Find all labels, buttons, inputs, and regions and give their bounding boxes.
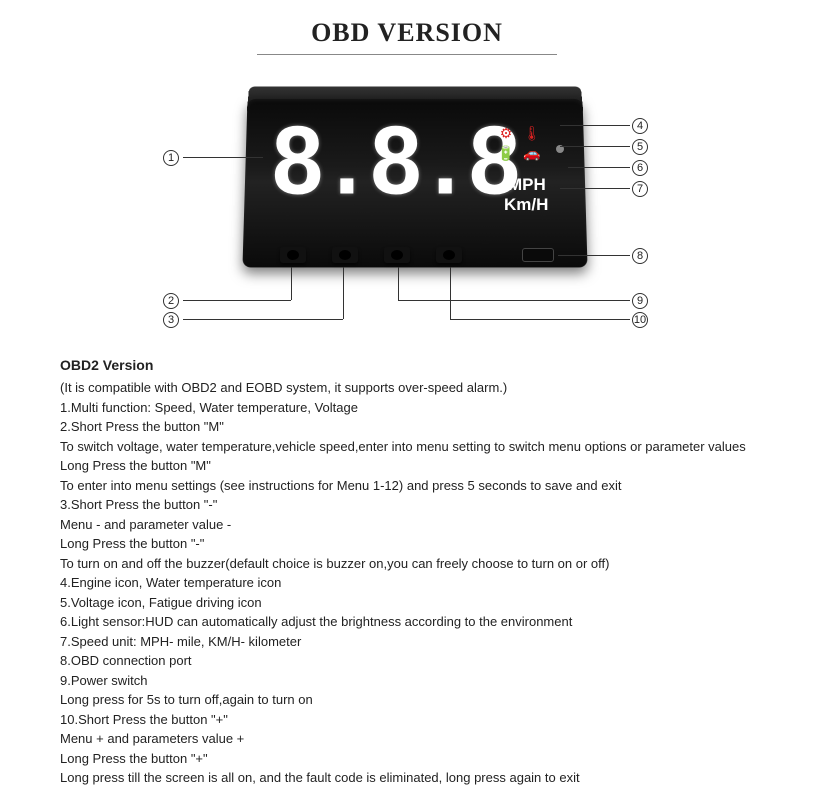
obd-port: [522, 248, 554, 262]
diagram-area: 8.8.8 ⚙ 🌡 🔋 🚗 MPH Km/H 1 2 3 4 5 6 7 8 9…: [0, 67, 814, 337]
battery-icon: 🔋: [495, 145, 517, 161]
page-title: OBD VERSION: [0, 0, 814, 54]
leader-3h: [183, 319, 343, 320]
callout-2: 2: [163, 292, 179, 309]
line-20: Long press till the screen is all on, an…: [60, 768, 754, 788]
unit-kmh: Km/H: [504, 195, 548, 215]
line-12: 6.Light sensor:HUD can automatically adj…: [60, 612, 754, 632]
indicator-icons: ⚙ 🌡 🔋 🚗: [495, 125, 555, 161]
engine-icon: ⚙: [495, 125, 517, 141]
callout-5: 5: [632, 138, 648, 155]
subheading: OBD2 Version: [60, 355, 754, 376]
display-digits: 8.8.8: [270, 116, 516, 217]
line-10: 4.Engine icon, Water temperature icon: [60, 573, 754, 593]
leader-3v: [343, 267, 344, 319]
callout-8: 8: [632, 247, 648, 264]
title-underline: [257, 54, 557, 55]
car-icon: 🚗: [521, 145, 543, 161]
leader-7: [560, 188, 630, 189]
line-7: Menu - and parameter value -: [60, 515, 754, 535]
line-4: Long Press the button "M": [60, 456, 754, 476]
leader-6: [568, 167, 630, 168]
intro-line: (It is compatible with OBD2 and EOBD sys…: [60, 378, 754, 398]
line-2: 2.Short Press the button "M": [60, 417, 754, 437]
line-13: 7.Speed unit: MPH- mile, KM/H- kilometer: [60, 632, 754, 652]
leader-9h: [398, 300, 630, 301]
line-16: Long press for 5s to turn off,again to t…: [60, 690, 754, 710]
callout-3: 3: [163, 311, 179, 328]
callout-9: 9: [632, 292, 648, 309]
line-1: 1.Multi function: Speed, Water temperatu…: [60, 398, 754, 418]
button-row: [280, 247, 462, 263]
description-text: OBD2 Version (It is compatible with OBD2…: [0, 337, 814, 808]
button-power: [384, 247, 410, 263]
temp-icon: 🌡: [521, 125, 543, 141]
leader-5: [560, 146, 630, 147]
unit-mph: MPH: [508, 175, 546, 195]
line-15: 9.Power switch: [60, 671, 754, 691]
leader-8: [558, 255, 630, 256]
leader-1: [183, 157, 263, 158]
button-m: [280, 247, 306, 263]
leader-9v: [398, 267, 399, 300]
line-8: Long Press the button "-": [60, 534, 754, 554]
leader-10h: [450, 319, 630, 320]
callout-10: 10: [632, 311, 648, 328]
leader-2h: [183, 300, 291, 301]
callout-7: 7: [632, 180, 648, 197]
callout-4: 4: [632, 117, 648, 134]
line-19: Long Press the button "+": [60, 749, 754, 769]
line-6: 3.Short Press the button "-": [60, 495, 754, 515]
line-5: To enter into menu settings (see instruc…: [60, 476, 754, 496]
button-plus: [436, 247, 462, 263]
line-14: 8.OBD connection port: [60, 651, 754, 671]
callout-6: 6: [632, 159, 648, 176]
line-11: 5.Voltage icon, Fatigue driving icon: [60, 593, 754, 613]
leader-10v: [450, 267, 451, 319]
callout-1: 1: [163, 149, 179, 166]
button-minus: [332, 247, 358, 263]
line-17: 10.Short Press the button "+": [60, 710, 754, 730]
leader-4: [560, 125, 630, 126]
leader-2v: [291, 267, 292, 300]
line-9: To turn on and off the buzzer(default ch…: [60, 554, 754, 574]
line-3: To switch voltage, water temperature,veh…: [60, 437, 754, 457]
line-18: Menu + and parameters value +: [60, 729, 754, 749]
